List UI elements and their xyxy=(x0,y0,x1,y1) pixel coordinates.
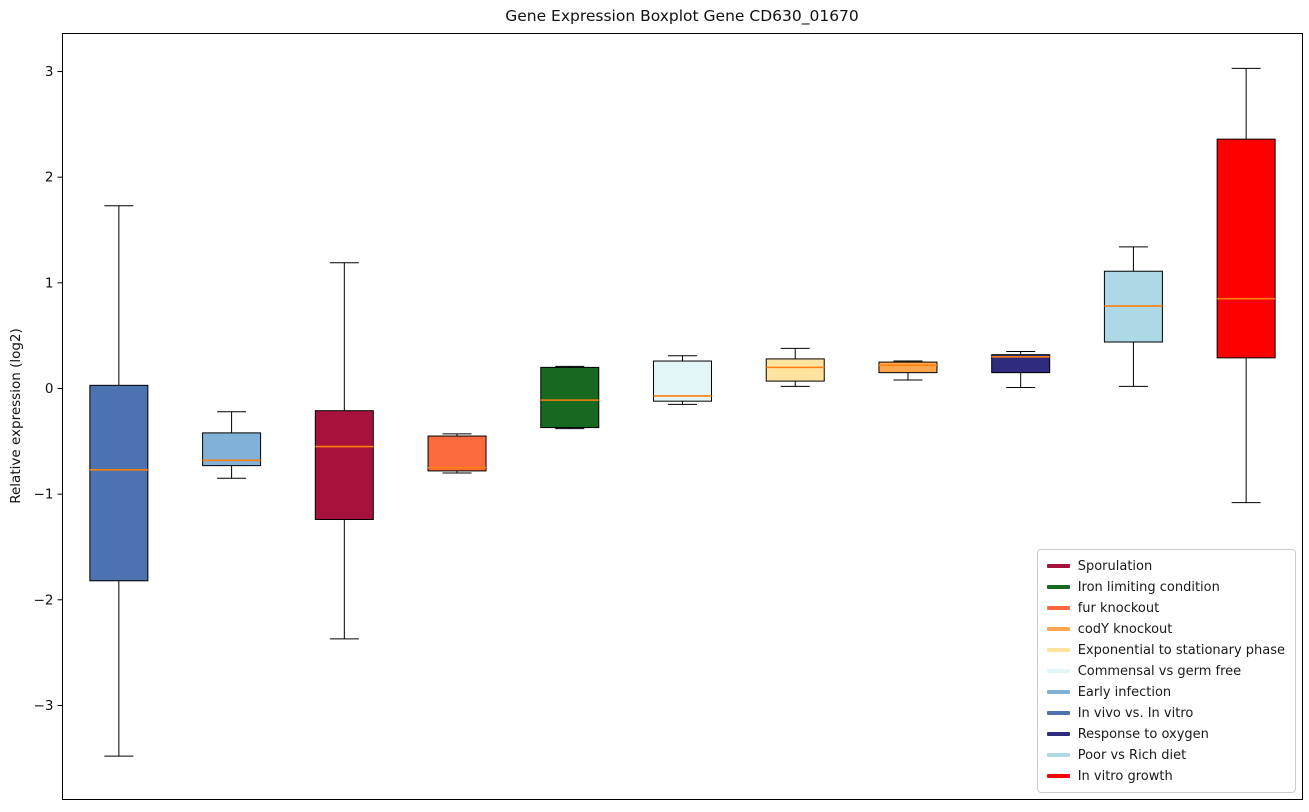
legend-swatch xyxy=(1046,732,1070,736)
box-2 xyxy=(314,410,374,521)
legend-label: codY knockout xyxy=(1077,621,1173,637)
legend-swatch xyxy=(1046,669,1070,673)
y-tick-label: 3 xyxy=(45,64,54,80)
legend-swatch xyxy=(1046,753,1070,757)
legend-swatch xyxy=(1046,585,1070,589)
legend-item: In vivo vs. In vitro xyxy=(1046,704,1285,722)
legend-item: Poor vs Rich diet xyxy=(1046,746,1285,764)
legend-swatch xyxy=(1046,627,1070,631)
legend-swatch xyxy=(1046,564,1070,568)
legend-label: Poor vs Rich diet xyxy=(1077,747,1187,763)
legend-swatch xyxy=(1046,711,1070,715)
box-0 xyxy=(89,384,149,582)
legend-item: In vitro growth xyxy=(1046,767,1285,785)
legend-item: Commensal vs germ free xyxy=(1046,662,1285,680)
plot-frame xyxy=(62,33,1303,800)
legend-item: Sporulation xyxy=(1046,557,1285,575)
y-tick-label: 2 xyxy=(45,170,54,186)
box-10 xyxy=(1216,138,1276,359)
y-tick-label: −2 xyxy=(34,592,54,608)
legend-item: codY knockout xyxy=(1046,620,1285,638)
legend-item: Early infection xyxy=(1046,683,1285,701)
legend-label: Iron limiting condition xyxy=(1077,579,1220,595)
legend-swatch xyxy=(1046,606,1070,610)
legend-label: Response to oxygen xyxy=(1077,726,1209,742)
legend-item: fur knockout xyxy=(1046,599,1285,617)
chart-title: Gene Expression Boxplot Gene CD630_01670 xyxy=(505,7,859,25)
box-3 xyxy=(427,435,487,472)
y-tick-label: 1 xyxy=(45,275,54,291)
y-tick-label: −3 xyxy=(34,698,54,714)
box-5 xyxy=(653,360,712,402)
legend-label: In vitro growth xyxy=(1077,768,1173,784)
legend-swatch xyxy=(1046,690,1070,694)
y-tick-label: 0 xyxy=(45,381,54,397)
legend-item: Exponential to stationary phase xyxy=(1046,641,1285,659)
legend-label: In vivo vs. In vitro xyxy=(1077,705,1194,721)
legend-label: fur knockout xyxy=(1077,600,1160,616)
legend-item: Response to oxygen xyxy=(1046,725,1285,743)
y-tick-label: −1 xyxy=(34,487,54,503)
legend-label: Commensal vs germ free xyxy=(1077,663,1242,679)
legend-label: Early infection xyxy=(1077,684,1172,700)
box-8 xyxy=(991,354,1051,374)
box-7 xyxy=(878,361,938,374)
legend: Sporulation Iron limiting condition fur kn… xyxy=(1036,549,1296,793)
box-6 xyxy=(765,358,825,382)
box-4 xyxy=(540,366,600,429)
legend-label: Sporulation xyxy=(1077,558,1153,574)
legend-swatch xyxy=(1046,648,1070,652)
legend-item: Iron limiting condition xyxy=(1046,578,1285,596)
legend-label: Exponential to stationary phase xyxy=(1077,642,1285,658)
legend-swatch xyxy=(1046,774,1070,778)
